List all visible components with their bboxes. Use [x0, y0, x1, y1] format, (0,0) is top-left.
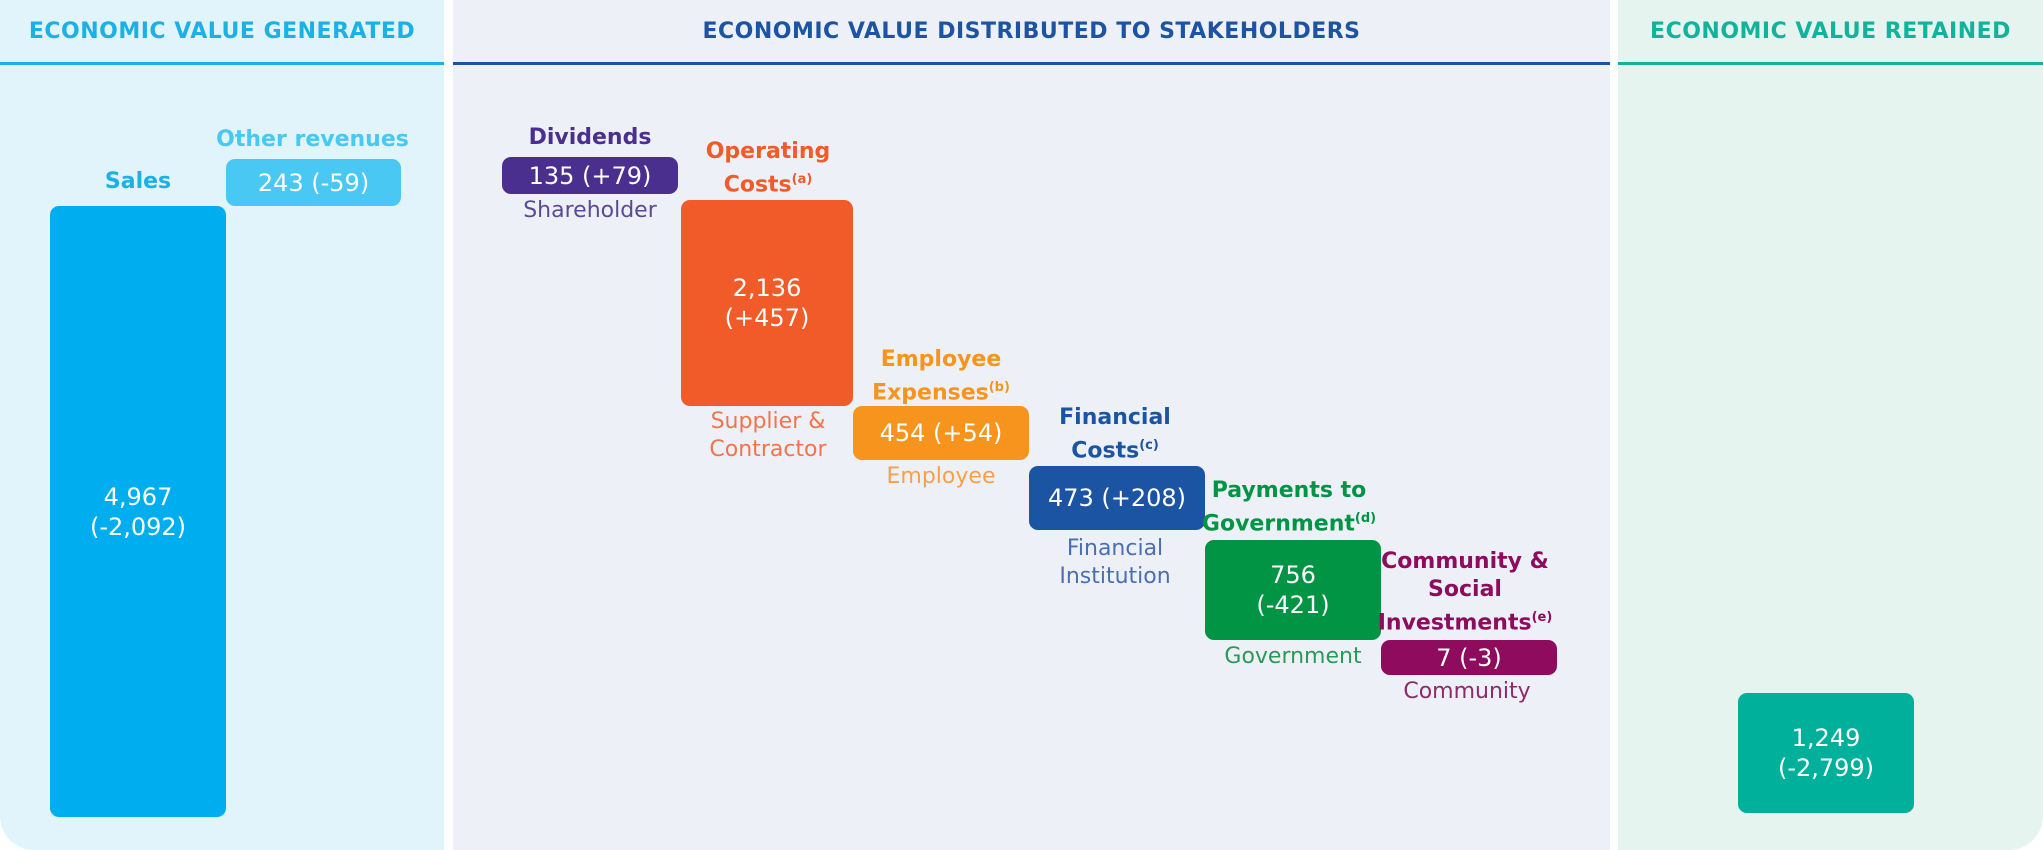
community-value: 7 (-3) [1436, 643, 1502, 672]
operating-costs-value: 2,136 [732, 274, 802, 302]
operating-costs-label-line1: Operating [705, 139, 831, 164]
financial-costs-stakeholder: Financial Institution [1015, 535, 1215, 591]
community-label-line3: Investments [1377, 610, 1532, 636]
operating-costs-label-line2: Costs [723, 172, 792, 198]
distributed-header-rule [453, 62, 1610, 65]
government-label: Payments to Government(d) [1189, 477, 1389, 538]
sales-box: 4,967 (-2,092) [50, 206, 226, 817]
generated-panel: ECONOMIC VALUE GENERATED Sales 4,967 (-2… [0, 0, 444, 850]
employee-expenses-label-line2: Expenses [872, 380, 989, 406]
sales-label: Sales [104, 169, 172, 194]
other-revenues-label: Other revenues [216, 127, 409, 152]
retained-change: (-2,799) [1777, 754, 1875, 782]
sales-value: 4,967 [103, 482, 173, 511]
operating-costs-stakeholder-line2: Contractor [709, 437, 827, 462]
government-note: (d) [1354, 511, 1377, 526]
government-label-line2: Government [1201, 511, 1355, 537]
financial-costs-label-line2: Costs [1071, 438, 1140, 464]
distributed-panel: ECONOMIC VALUE DISTRIBUTED TO STAKEHOLDE… [453, 0, 1610, 850]
community-label-line2: Social [1428, 577, 1502, 602]
financial-costs-note: (c) [1139, 438, 1159, 453]
dividends-box: 135 (+79) [502, 157, 678, 194]
dividends-label: Dividends [528, 125, 652, 150]
community-label-line1: Community & [1381, 549, 1549, 574]
operating-costs-note: (a) [791, 172, 813, 187]
retained-header-rule [1618, 62, 2043, 65]
employee-expenses-box: 454 (+54) [853, 406, 1029, 460]
dividends-value: 135 (+79) [528, 161, 652, 190]
operating-costs-stakeholder-line1: Supplier & [710, 409, 826, 434]
employee-expenses-label: Employee Expenses(b) [841, 346, 1041, 407]
financial-costs-box: 473 (+208) [1029, 466, 1205, 530]
retained-header: ECONOMIC VALUE RETAINED [1650, 18, 2011, 44]
operating-costs-stakeholder: Supplier & Contractor [668, 408, 868, 464]
community-label: Community & Social Investments(e) [1365, 548, 1565, 637]
retained-box: 1,249 (-2,799) [1738, 693, 1914, 813]
retained-panel: ECONOMIC VALUE RETAINED 1,249 (-2,799) [1618, 0, 2043, 850]
financial-costs-label-line1: Financial [1059, 405, 1171, 430]
other-revenues-value: 243 (-59) [257, 168, 370, 197]
employee-expenses-value: 454 (+54) [879, 419, 1003, 447]
government-box: 756 (-421) [1205, 540, 1381, 640]
community-note: (e) [1531, 610, 1553, 625]
retained-value: 1,249 [1791, 724, 1861, 752]
employee-expenses-stakeholder: Employee [886, 464, 996, 489]
sales-change: (-2,092) [89, 512, 187, 541]
community-stakeholder: Community [1403, 679, 1531, 704]
government-value: 756 [1270, 561, 1316, 589]
government-label-line1: Payments to [1211, 478, 1367, 503]
dividends-stakeholder: Shareholder [523, 198, 657, 223]
government-change: (-421) [1256, 591, 1330, 619]
generated-header: ECONOMIC VALUE GENERATED [28, 18, 416, 44]
financial-costs-label: Financial Costs(c) [1015, 404, 1215, 465]
distributed-header: ECONOMIC VALUE DISTRIBUTED TO STAKEHOLDE… [702, 18, 1361, 44]
financial-costs-stakeholder-line2: Institution [1059, 564, 1171, 589]
financial-costs-value: 473 (+208) [1047, 484, 1187, 512]
operating-costs-box: 2,136 (+457) [681, 200, 853, 406]
operating-costs-label: Operating Costs(a) [668, 138, 868, 199]
government-stakeholder: Government [1224, 644, 1362, 669]
employee-expenses-note: (b) [988, 380, 1010, 395]
community-box: 7 (-3) [1381, 640, 1557, 675]
financial-costs-stakeholder-line1: Financial [1066, 536, 1164, 561]
operating-costs-change: (+457) [724, 304, 810, 332]
generated-header-rule [0, 62, 444, 65]
other-revenues-box: 243 (-59) [226, 159, 401, 206]
employee-expenses-label-line1: Employee [880, 347, 1002, 372]
